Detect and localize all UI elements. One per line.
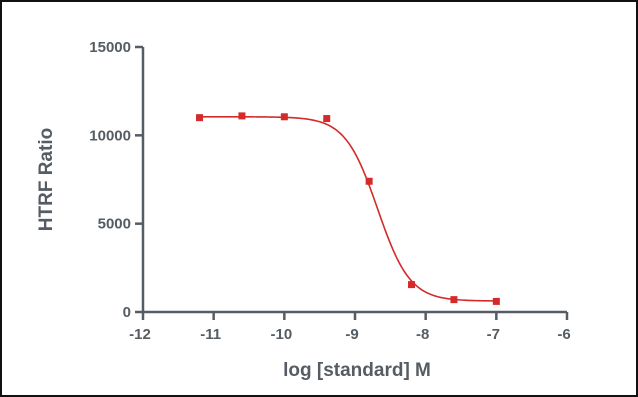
x-tick-label: -6: [557, 326, 570, 343]
y-tick-label: 0: [123, 304, 131, 321]
data-point: [280, 113, 288, 121]
x-tick-label: -7: [487, 326, 500, 343]
x-ticks: -12 -11 -10 -9 -8 -7 -6: [129, 312, 571, 343]
y-axis-title: HTRF Ratio: [36, 128, 57, 231]
data-point: [408, 281, 416, 289]
data-point: [196, 114, 204, 122]
data-points: [196, 112, 500, 305]
data-point: [492, 297, 500, 305]
x-tick-label: -8: [416, 326, 429, 343]
data-point: [238, 112, 246, 120]
y-tick-label: 15000: [89, 39, 131, 56]
data-point: [365, 177, 373, 185]
x-tick-label: -9: [345, 326, 358, 343]
fit-curve: [199, 115, 497, 302]
x-tick-label: -12: [129, 326, 151, 343]
data-point: [323, 115, 331, 123]
y-tick-label: 10000: [89, 127, 131, 144]
y-tick-label: 5000: [98, 216, 131, 233]
y-ticks: 0 5000 10000 15000: [89, 39, 143, 321]
x-tick-label: -11: [200, 326, 221, 343]
x-tick-label: -10: [270, 326, 292, 343]
data-point: [450, 296, 458, 304]
x-axis-title: log [standard] M: [283, 360, 431, 381]
